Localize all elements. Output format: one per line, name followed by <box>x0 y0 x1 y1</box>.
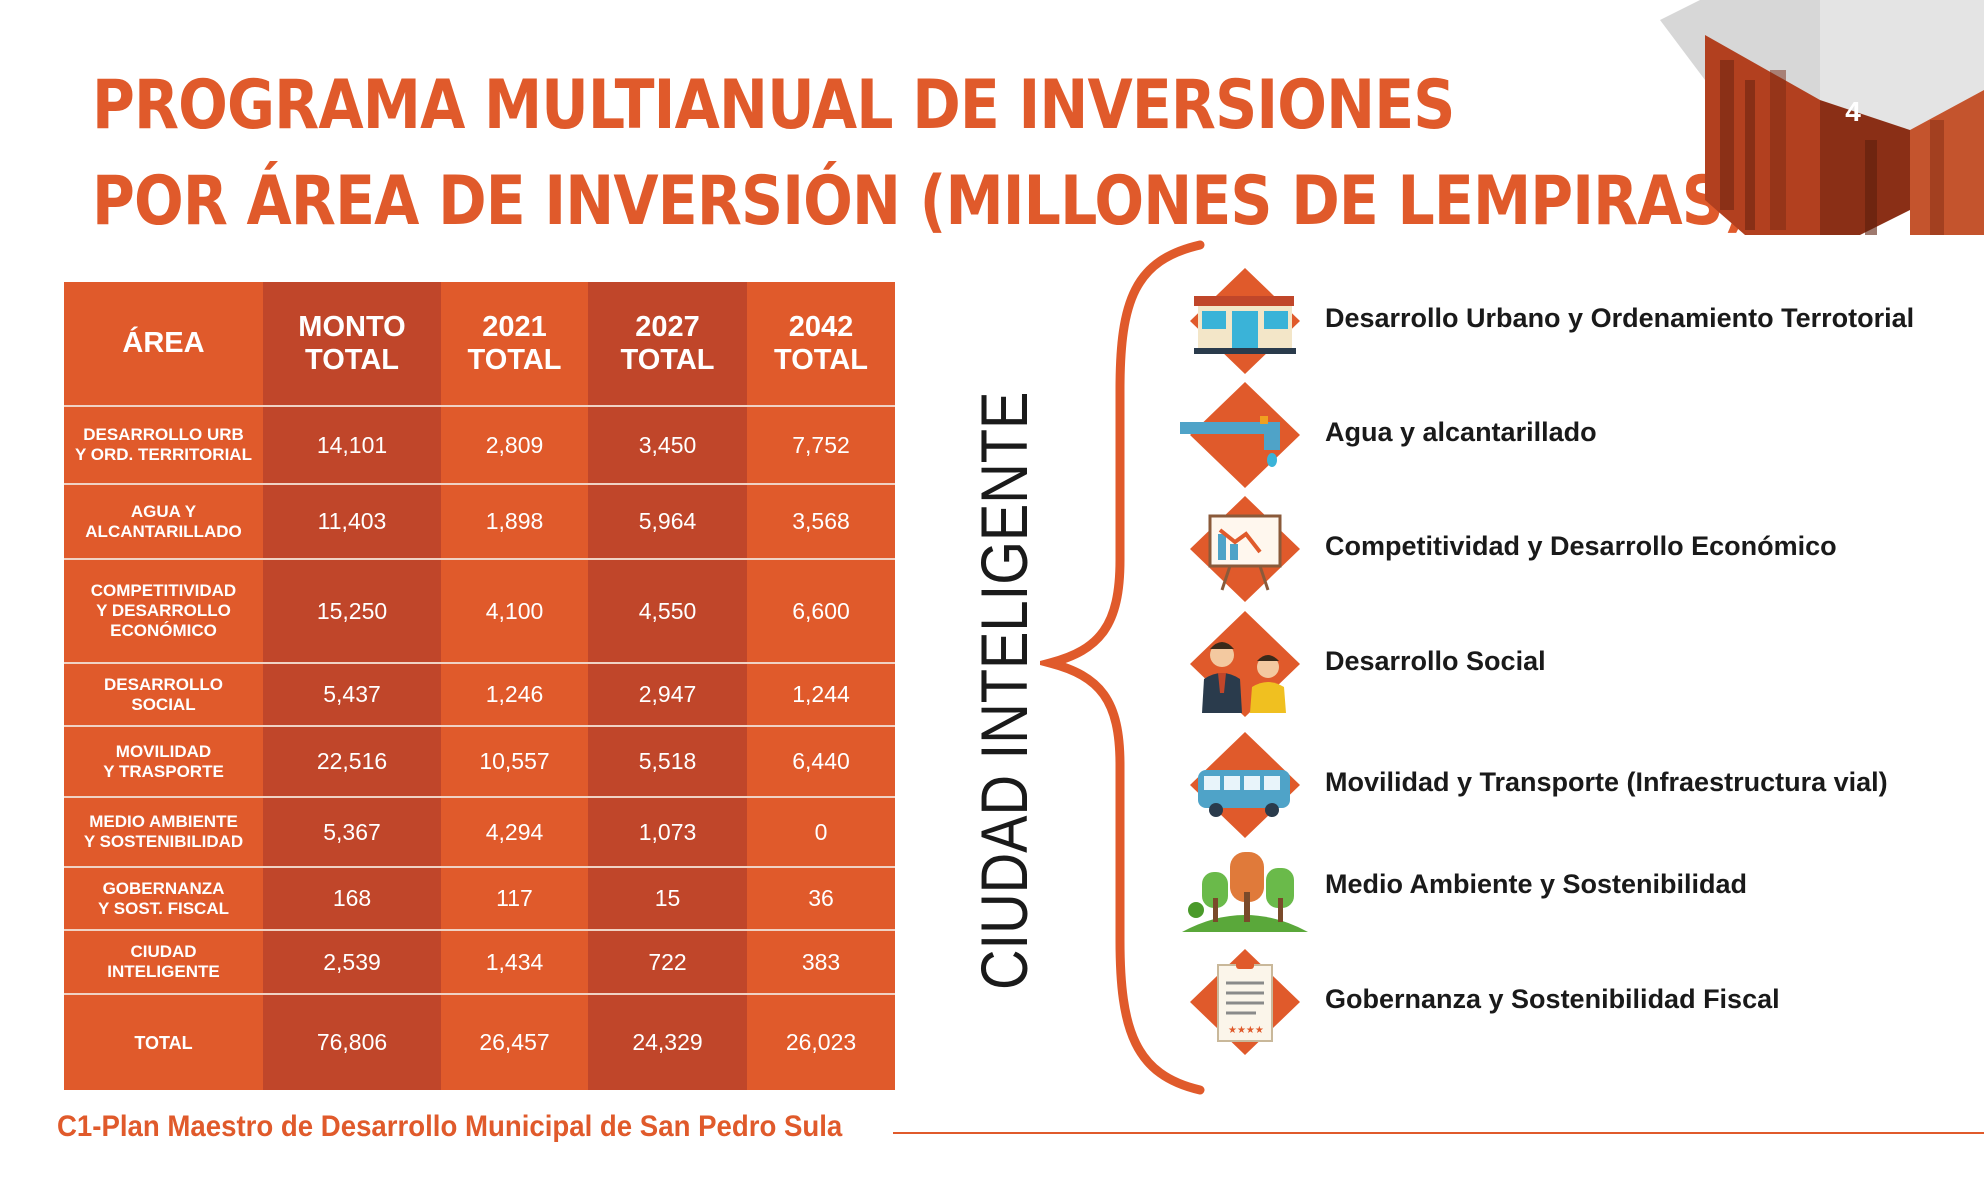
page-number: 4 <box>1845 96 1861 127</box>
row-area: AGUA Y ALCANTARILLADO <box>64 484 263 560</box>
table-row: MOVILIDAD Y TRASPORTE 22,516 10,557 5,518… <box>64 726 895 798</box>
row-2042: 6,440 <box>747 726 895 798</box>
area-label: Desarrollo Social <box>1325 646 1546 676</box>
table-total-row: TOTAL 76,806 26,457 24,329 26,023 <box>64 994 895 1090</box>
vertical-label-text: CIUDAD INTELIGENTE <box>967 391 1041 991</box>
row-area: COMPETITIVIDAD Y DESARROLLO ECONÓMICO <box>64 559 263 664</box>
row-2027: 15 <box>588 867 747 931</box>
row-monto: 22,516 <box>263 726 441 798</box>
storefront-icon <box>1180 266 1310 376</box>
row-area: CIUDAD INTELIGENTE <box>64 930 263 995</box>
total-monto: 76,806 <box>263 994 441 1090</box>
svg-text:★★★★: ★★★★ <box>1228 1025 1264 1036</box>
area-item-mobility: Movilidad y Transporte (Infraestructura … <box>1180 730 1980 840</box>
row-monto: 168 <box>263 867 441 931</box>
row-2027: 2,947 <box>588 663 747 727</box>
row-2042: 0 <box>747 797 895 868</box>
footer-text: C1-Plan Maestro de Desarrollo Municipal … <box>57 1110 843 1143</box>
row-2021: 2,809 <box>441 406 588 485</box>
row-2027: 3,450 <box>588 406 747 485</box>
row-area: DESARROLLO SOCIAL <box>64 663 263 727</box>
page-title-line-1: PROGRAMA MULTIANUAL DE INVERSIONES <box>92 66 1455 145</box>
table-header-row: ÁREA MONTO TOTAL 2021 TOTAL 2027 TOTAL 2042… <box>64 282 895 407</box>
row-2021: 117 <box>441 867 588 931</box>
page-title: PROGRAMA MULTIANUAL DE INVERSIONES POR Á… <box>92 58 1750 250</box>
investment-table: ÁREA MONTO TOTAL 2021 TOTAL 2027 TOTAL 2042… <box>64 282 895 1090</box>
total-label: TOTAL <box>64 994 263 1090</box>
table-row: COMPETITIVIDAD Y DESARROLLO ECONÓMICO 15,2… <box>64 559 895 664</box>
row-2027: 4,550 <box>588 559 747 664</box>
area-label: Movilidad y Transporte (Infraestructura … <box>1325 767 1888 797</box>
total-2027: 24,329 <box>588 994 747 1090</box>
row-monto: 14,101 <box>263 406 441 485</box>
row-2027: 5,964 <box>588 484 747 560</box>
area-label: Medio Ambiente y Sostenibilidad <box>1325 869 1748 899</box>
area-item-social: Desarrollo Social <box>1180 609 1980 719</box>
row-2027: 722 <box>588 930 747 995</box>
total-2021: 26,457 <box>441 994 588 1090</box>
area-item-environment: Medio Ambiente y Sostenibilidad <box>1180 832 1980 942</box>
trees-icon <box>1180 832 1310 942</box>
row-monto: 2,539 <box>263 930 441 995</box>
header-2042-total: 2042 TOTAL <box>747 282 895 407</box>
water-pipe-icon <box>1180 380 1310 490</box>
row-2042: 36 <box>747 867 895 931</box>
row-2042: 383 <box>747 930 895 995</box>
row-monto: 11,403 <box>263 484 441 560</box>
row-2027: 5,518 <box>588 726 747 798</box>
area-label: Agua y alcantarillado <box>1325 417 1597 447</box>
row-monto: 15,250 <box>263 559 441 664</box>
row-2021: 1,898 <box>441 484 588 560</box>
header-monto-total: MONTO TOTAL <box>263 282 441 407</box>
header-area: ÁREA <box>64 282 263 407</box>
people-icon <box>1180 609 1310 719</box>
row-2021: 4,294 <box>441 797 588 868</box>
presentation-board-icon <box>1180 494 1310 604</box>
curly-brace <box>1040 240 1205 1095</box>
corner-building-graphic <box>1660 0 1984 235</box>
row-area: MEDIO AMBIENTE Y SOSTENIBILIDAD <box>64 797 263 868</box>
row-monto: 5,437 <box>263 663 441 727</box>
row-2021: 4,100 <box>441 559 588 664</box>
row-2042: 1,244 <box>747 663 895 727</box>
area-item-urban: Desarrollo Urbano y Ordenamiento Terroto… <box>1180 266 1980 376</box>
table-row: DESARROLLO URB Y ORD. TERRITORIAL 14,101 … <box>64 406 895 485</box>
row-area: GOBERNANZA Y SOST. FISCAL <box>64 867 263 931</box>
row-2042: 7,752 <box>747 406 895 485</box>
row-2042: 6,600 <box>747 559 895 664</box>
row-2021: 1,434 <box>441 930 588 995</box>
table-row: AGUA Y ALCANTARILLADO 11,403 1,898 5,964 … <box>64 484 895 560</box>
table-row: DESARROLLO SOCIAL 5,437 1,246 2,947 1,24… <box>64 663 895 727</box>
area-item-governance: ★★★★ Gobernanza y Sostenibilidad Fiscal <box>1180 947 1980 1057</box>
row-area: MOVILIDAD Y TRASPORTE <box>64 726 263 798</box>
total-2042: 26,023 <box>747 994 895 1090</box>
area-item-water: Agua y alcantarillado <box>1180 380 1980 490</box>
document-clipboard-icon: ★★★★ <box>1180 947 1310 1057</box>
header-2021-total: 2021 TOTAL <box>441 282 588 407</box>
header-2027-total: 2027 TOTAL <box>588 282 747 407</box>
bus-icon <box>1180 730 1310 840</box>
area-item-economy: Competitividad y Desarrollo Económico <box>1180 494 1980 604</box>
table-row: CIUDAD INTELIGENTE 2,539 1,434 722 383 <box>64 930 895 995</box>
table-row: GOBERNANZA Y SOST. FISCAL 168 117 15 36 <box>64 867 895 931</box>
row-2027: 1,073 <box>588 797 747 868</box>
page-title-line-2: POR ÁREA DE INVERSIÓN (MILLONES DE LEMPI… <box>92 162 1750 241</box>
area-label: Competitividad y Desarrollo Económico <box>1325 531 1837 561</box>
row-monto: 5,367 <box>263 797 441 868</box>
row-2042: 3,568 <box>747 484 895 560</box>
area-label: Gobernanza y Sostenibilidad Fiscal <box>1325 984 1780 1014</box>
row-2021: 1,246 <box>441 663 588 727</box>
row-2021: 10,557 <box>441 726 588 798</box>
table-row: MEDIO AMBIENTE Y SOSTENIBILIDAD 5,367 4,2… <box>64 797 895 868</box>
footer-divider <box>893 1132 1984 1134</box>
row-area: DESARROLLO URB Y ORD. TERRITORIAL <box>64 406 263 485</box>
area-label: Desarrollo Urbano y Ordenamiento Terroto… <box>1325 303 1915 333</box>
